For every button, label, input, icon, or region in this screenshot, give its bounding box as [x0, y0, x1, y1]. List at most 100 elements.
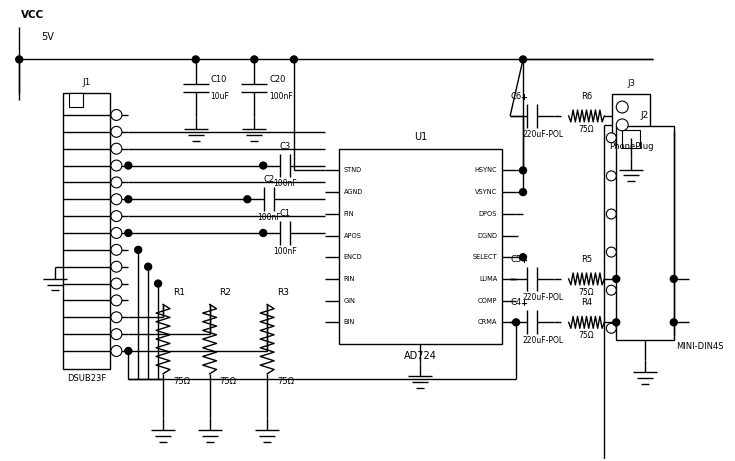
Text: R3: R3: [277, 289, 289, 297]
Bar: [612, 94, 650, 138]
Circle shape: [111, 110, 122, 120]
Circle shape: [111, 177, 122, 188]
Circle shape: [259, 162, 267, 169]
Circle shape: [111, 312, 122, 323]
Circle shape: [670, 276, 677, 283]
Text: U1: U1: [414, 132, 427, 142]
Circle shape: [125, 348, 132, 355]
Text: +: +: [520, 300, 527, 308]
Bar: [63, 93, 110, 369]
Text: VCC: VCC: [21, 10, 45, 20]
Text: MINI-DIN4S: MINI-DIN4S: [675, 342, 723, 351]
Text: RIN: RIN: [343, 276, 355, 282]
Circle shape: [111, 244, 122, 255]
Text: 100nF: 100nF: [269, 92, 293, 101]
Text: 75Ω: 75Ω: [578, 125, 595, 134]
Circle shape: [251, 56, 258, 63]
Circle shape: [606, 209, 616, 219]
Text: C1: C1: [279, 209, 290, 218]
Text: 75Ω: 75Ω: [220, 377, 237, 386]
Text: J3: J3: [627, 79, 635, 88]
Text: 75Ω: 75Ω: [173, 377, 190, 386]
Text: J1: J1: [82, 78, 91, 87]
Text: 220uF-POL: 220uF-POL: [522, 336, 563, 345]
Text: 5V: 5V: [41, 32, 54, 41]
Bar: [616, 126, 674, 340]
Text: HSYNC: HSYNC: [475, 167, 498, 173]
Circle shape: [111, 211, 122, 222]
Text: C10: C10: [211, 75, 227, 84]
Circle shape: [111, 194, 122, 205]
Circle shape: [290, 56, 298, 63]
Circle shape: [111, 143, 122, 154]
Circle shape: [111, 228, 122, 238]
Bar: [623, 130, 640, 148]
Circle shape: [125, 162, 132, 169]
Circle shape: [606, 171, 616, 181]
Text: AD724: AD724: [404, 351, 437, 361]
Circle shape: [193, 56, 199, 63]
Text: 100nF: 100nF: [273, 247, 297, 256]
Text: APOS: APOS: [343, 232, 362, 238]
Circle shape: [111, 160, 122, 171]
Text: R5: R5: [581, 255, 592, 264]
Circle shape: [520, 189, 526, 195]
Circle shape: [512, 319, 520, 326]
Circle shape: [520, 56, 526, 63]
Text: 10uF: 10uF: [211, 92, 229, 101]
Text: R4: R4: [581, 298, 592, 307]
Circle shape: [259, 230, 267, 236]
Text: FIN: FIN: [343, 211, 354, 217]
Circle shape: [606, 323, 616, 333]
Circle shape: [616, 101, 628, 113]
Text: R2: R2: [220, 289, 232, 297]
Circle shape: [111, 261, 122, 272]
Circle shape: [616, 119, 628, 131]
Text: 75Ω: 75Ω: [277, 377, 294, 386]
Text: C3: C3: [279, 142, 290, 151]
Circle shape: [145, 263, 151, 270]
Text: 75Ω: 75Ω: [578, 288, 595, 297]
Text: C2: C2: [264, 175, 275, 184]
Text: C20: C20: [269, 75, 285, 84]
Circle shape: [520, 254, 526, 260]
Circle shape: [154, 280, 162, 287]
Text: GIN: GIN: [343, 298, 356, 304]
Circle shape: [606, 247, 616, 257]
Circle shape: [606, 285, 616, 295]
Circle shape: [244, 196, 251, 203]
Text: R6: R6: [581, 92, 592, 101]
Text: 220uF-POL: 220uF-POL: [522, 130, 563, 139]
Text: BIN: BIN: [343, 319, 355, 325]
Text: R1: R1: [173, 289, 185, 297]
Text: SELECT: SELECT: [473, 254, 498, 260]
Circle shape: [111, 295, 122, 306]
Text: J2: J2: [641, 111, 649, 120]
Text: VSYNC: VSYNC: [475, 189, 498, 195]
Circle shape: [111, 278, 122, 289]
Text: PhonePlug: PhonePlug: [609, 142, 653, 151]
Text: DSUB23F: DSUB23F: [67, 374, 107, 383]
Circle shape: [111, 329, 122, 340]
Text: 75Ω: 75Ω: [578, 331, 595, 340]
Text: STND: STND: [343, 167, 362, 173]
Circle shape: [135, 246, 142, 253]
Circle shape: [125, 230, 132, 236]
Bar: [339, 149, 502, 344]
Text: ENCD: ENCD: [343, 254, 362, 260]
Text: COMP: COMP: [478, 298, 498, 304]
Text: C5: C5: [510, 255, 521, 264]
Text: 220uF-POL: 220uF-POL: [522, 293, 563, 302]
Text: DPOS: DPOS: [479, 211, 498, 217]
Text: +: +: [520, 93, 527, 102]
Text: +: +: [520, 256, 527, 265]
Circle shape: [613, 276, 620, 283]
Circle shape: [520, 167, 526, 174]
Text: C6: C6: [510, 92, 521, 101]
Circle shape: [670, 319, 677, 326]
Text: CRMA: CRMA: [478, 319, 498, 325]
Circle shape: [606, 133, 616, 143]
Circle shape: [125, 196, 132, 203]
Circle shape: [613, 319, 620, 326]
Text: 100nF: 100nF: [257, 213, 281, 222]
